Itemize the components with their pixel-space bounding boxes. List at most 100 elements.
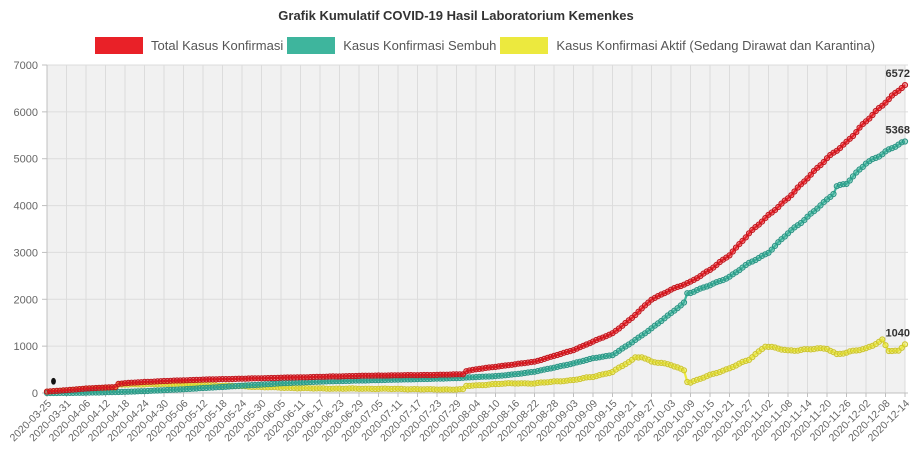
data-point-marker[interactable] [680,299,688,306]
data-point-marker[interactable] [713,279,720,286]
data-point-marker[interactable] [736,360,743,367]
data-point-marker[interactable] [849,173,857,180]
data-point-marker[interactable] [830,349,837,356]
data-point-marker[interactable] [869,156,876,163]
data-point-marker[interactable] [680,281,688,288]
data-point-marker[interactable] [690,288,697,295]
data-point-marker[interactable] [654,293,662,300]
data-point-marker[interactable] [804,175,811,182]
data-point-marker[interactable] [820,158,827,166]
data-point-marker[interactable] [667,286,675,293]
data-point-marker[interactable] [690,276,697,283]
data-point-marker[interactable] [849,132,857,140]
data-point-marker[interactable] [658,291,665,298]
data-point-marker[interactable] [729,248,736,255]
data-point-marker[interactable] [674,364,681,371]
data-point-marker[interactable] [703,268,710,275]
data-point-marker[interactable] [593,336,600,344]
data-point-marker[interactable] [677,282,684,290]
data-point-marker[interactable] [619,345,626,352]
data-point-marker[interactable] [684,280,691,287]
data-point-marker[interactable] [830,149,837,156]
data-point-marker[interactable] [791,188,798,195]
data-point-marker[interactable] [557,350,564,358]
data-point-marker[interactable] [570,347,577,354]
data-point-marker[interactable] [602,333,610,340]
data-point-marker[interactable] [580,342,587,349]
data-point-marker[interactable] [846,177,853,184]
data-point-marker[interactable] [667,362,675,369]
data-point-marker[interactable] [742,234,749,241]
series-total[interactable] [43,82,909,395]
data-point-marker[interactable] [879,336,886,343]
data-point-marker[interactable] [638,354,645,361]
data-point-marker[interactable] [661,290,668,297]
data-point-marker[interactable] [726,365,733,372]
data-point-marker[interactable] [723,275,730,282]
data-point-marker[interactable] [680,367,688,374]
data-point-marker[interactable] [700,374,707,381]
legend-item-sembuh[interactable]: Kasus Konfirmasi Sembuh [287,37,496,54]
data-point-marker[interactable] [596,335,603,342]
data-point-marker[interactable] [901,82,909,89]
data-point-marker[interactable] [615,364,623,371]
data-point-marker[interactable] [703,283,710,290]
legend-item-aktif[interactable]: Kasus Konfirmasi Aktif (Sedang Dirawat d… [500,37,875,54]
data-point-marker[interactable] [622,343,629,350]
data-point-marker[interactable] [745,259,753,266]
data-point-marker[interactable] [586,340,593,347]
data-point-marker[interactable] [749,258,756,265]
data-point-marker[interactable] [664,288,671,295]
data-point-marker[interactable] [862,345,870,352]
data-point-marker[interactable] [687,289,694,297]
series-group[interactable] [43,82,909,397]
data-point-marker[interactable] [901,138,909,145]
data-point-marker[interactable] [807,171,814,178]
data-point-marker[interactable] [619,362,626,370]
data-point-marker[interactable] [823,345,831,353]
data-point-marker[interactable] [573,345,580,352]
data-point-marker[interactable] [583,341,590,348]
data-point-marker[interactable] [589,338,597,345]
data-point-marker[interactable] [729,363,736,371]
data-point-marker[interactable] [771,242,779,249]
data-point-marker[interactable] [606,331,613,338]
data-point-marker[interactable] [758,252,766,259]
data-point-marker[interactable] [687,278,694,285]
data-point-marker[interactable] [901,341,909,348]
data-point-marker[interactable] [752,256,759,264]
data-point-marker[interactable] [888,145,896,152]
legend-item-total[interactable]: Total Kasus Konfirmasi [95,37,283,54]
data-point-marker[interactable] [677,365,684,372]
data-point-marker[interactable] [690,378,697,385]
data-point-marker[interactable] [687,379,694,386]
data-point-marker[interactable] [645,356,652,363]
data-point-marker[interactable] [719,277,727,284]
data-point-marker[interactable] [882,342,889,349]
data-point-marker[interactable] [710,280,717,287]
data-point-marker[interactable] [771,344,779,351]
data-point-marker[interactable] [693,287,701,294]
data-point-marker[interactable] [706,282,714,289]
data-point-marker[interactable] [729,271,736,278]
data-point-marker[interactable] [885,146,892,153]
data-point-marker[interactable] [719,367,727,374]
data-point-marker[interactable] [612,366,619,373]
data-point-marker[interactable] [576,344,584,351]
data-point-marker[interactable] [830,190,837,198]
data-point-marker[interactable] [726,252,733,259]
data-point-marker[interactable] [671,285,678,292]
data-point-marker[interactable] [651,294,658,301]
data-point-marker[interactable] [762,251,769,258]
data-point-marker[interactable] [833,183,840,190]
data-point-marker[interactable] [716,369,723,376]
data-point-marker[interactable] [882,148,889,155]
data-point-marker[interactable] [641,355,649,362]
data-point-marker[interactable] [648,296,655,303]
data-point-marker[interactable] [869,342,876,349]
data-point-marker[interactable] [827,347,834,354]
data-point-marker[interactable] [537,356,545,364]
data-point-marker[interactable] [872,154,879,161]
data-point-marker[interactable] [732,362,740,369]
